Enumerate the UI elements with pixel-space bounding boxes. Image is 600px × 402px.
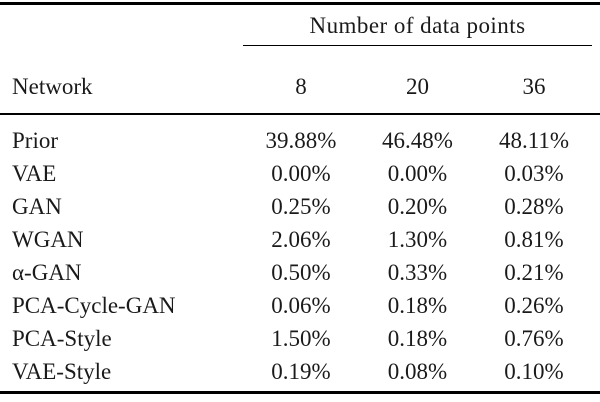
value-cell: 0.21% [504, 259, 564, 285]
value-cell: 2.06% [271, 226, 331, 252]
value-cell: 0.50% [271, 259, 331, 285]
spanner-empty-cell [0, 4, 243, 46]
value-cell: 0.76% [504, 325, 564, 351]
value-cell: 0.18% [387, 292, 448, 318]
value-cell: 0.00% [387, 160, 448, 186]
value-cell: 1.30% [387, 226, 448, 252]
value-cell: 0.18% [387, 325, 448, 351]
table-row: GAN 0.25% 0.20% 0.28% [0, 190, 600, 223]
network-name-cell: VAE-Style [12, 358, 112, 384]
value-cell: 48.11% [498, 127, 570, 153]
value-cell: 0.19% [271, 358, 331, 384]
table-row: PCA-Style 1.50% 0.18% 0.76% [0, 322, 600, 355]
column-header-row: Network 8 20 36 [0, 45, 600, 115]
value-cell: 1.50% [271, 325, 331, 351]
value-cell: 0.03% [504, 160, 564, 186]
value-cell: 0.08% [387, 358, 448, 384]
table-row: VAE 0.00% 0.00% 0.03% [0, 157, 600, 190]
network-name-cell: PCA-Style [12, 325, 112, 351]
value-cell: 0.20% [387, 193, 448, 219]
network-name-cell: GAN [12, 193, 62, 219]
table-row: VAE-Style 0.19% 0.08% 0.10% [0, 355, 600, 393]
col-header-20: 20 [359, 45, 476, 115]
value-cell: 39.88% [265, 127, 337, 153]
spanner-row: Number of data points [0, 4, 600, 46]
table-row: Prior 39.88% 46.48% 48.11% [0, 114, 600, 157]
value-cell: 46.48% [382, 127, 453, 153]
col-header-network: Network [0, 45, 243, 115]
value-cell: 0.10% [504, 358, 564, 384]
spanner-header-cell: Number of data points [243, 4, 600, 46]
value-cell: 0.26% [504, 292, 564, 318]
col-header-36: 36 [476, 45, 600, 115]
network-name-cell: VAE [12, 160, 57, 186]
value-cell: 0.81% [504, 226, 564, 252]
col-header-8: 8 [243, 45, 359, 115]
network-name-cell: WGAN [12, 226, 84, 252]
network-name-cell: α-GAN [12, 259, 82, 285]
table-row: WGAN 2.06% 1.30% 0.81% [0, 223, 600, 256]
network-name-cell: PCA-Cycle-GAN [12, 292, 176, 318]
value-cell: 0.06% [271, 292, 331, 318]
table-row: α-GAN 0.50% 0.33% 0.21% [0, 256, 600, 289]
network-name-cell: Prior [12, 127, 58, 153]
results-table: Number of data points Network 8 20 36 Pr… [0, 2, 600, 394]
value-cell: 0.33% [387, 259, 448, 285]
value-cell: 0.00% [271, 160, 331, 186]
span-header: Number of data points [243, 12, 593, 46]
table-row: PCA-Cycle-GAN 0.06% 0.18% 0.26% [0, 289, 600, 322]
value-cell: 0.28% [504, 193, 564, 219]
value-cell: 0.25% [271, 193, 331, 219]
